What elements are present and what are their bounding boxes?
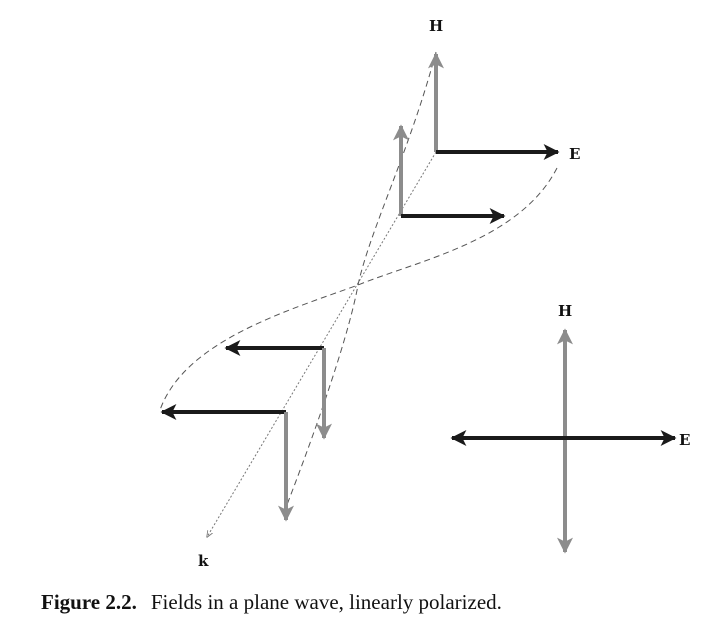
- field-vectors-fourth: [160, 404, 294, 522]
- caption-text: Fields in a plane wave, linearly polariz…: [150, 590, 502, 614]
- figure-caption: Figure 2.2. Fields in a plane wave, linea…: [41, 590, 502, 615]
- field-vectors-front: [428, 52, 560, 160]
- e-label: E: [569, 145, 580, 163]
- legend-e-label: E: [679, 431, 690, 449]
- h-label: H: [429, 17, 443, 35]
- field-vectors-third: [224, 340, 332, 440]
- plane-wave-diagram: H E k H E: [159, 17, 690, 570]
- legend-h-label: H: [558, 302, 572, 320]
- field-orientation-legend: H E: [450, 302, 690, 554]
- figure-number: Figure 2.2.: [41, 590, 137, 614]
- h-field-envelope: [282, 51, 437, 516]
- k-label: k: [198, 552, 209, 570]
- e-field-envelope: [159, 167, 558, 411]
- field-vectors-second: [393, 124, 506, 224]
- propagation-axis-k: [207, 151, 437, 537]
